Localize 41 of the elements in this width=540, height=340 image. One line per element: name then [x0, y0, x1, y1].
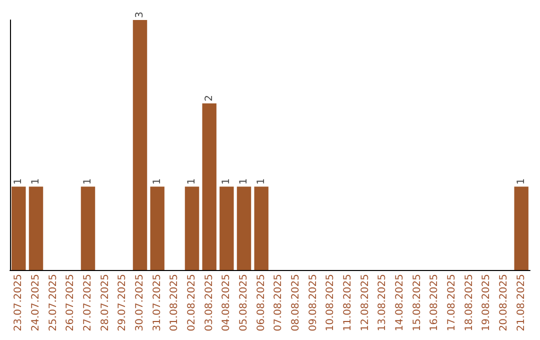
x-tick-label: 01.08.2025: [169, 274, 180, 332]
x-tick-label: 23.07.2025: [13, 274, 24, 332]
data-label: 3: [134, 12, 146, 18]
data-label: 1: [30, 178, 42, 185]
x-tick-label: 18.08.2025: [464, 274, 475, 332]
x-tick-label: 24.07.2025: [30, 274, 42, 332]
x-tick-label: 20.08.2025: [498, 274, 510, 332]
x-tick-label: 07.08.2025: [273, 274, 284, 332]
x-tick-label: 31.07.2025: [152, 274, 163, 332]
x-tick-label: 15.08.2025: [412, 274, 423, 332]
data-label: 1: [13, 178, 24, 185]
x-tick-label: 16.08.2025: [429, 274, 440, 332]
x-tick-label: 29.07.2025: [117, 274, 128, 332]
data-label: 1: [186, 178, 198, 185]
data-label: 1: [82, 178, 94, 185]
x-tick-label: 14.08.2025: [394, 274, 406, 332]
x-tick-label: 09.08.2025: [308, 274, 319, 332]
x-tick-label: 19.08.2025: [481, 274, 492, 332]
x-tick-label: 28.07.2025: [100, 274, 111, 332]
data-label: 1: [152, 178, 163, 185]
data-label: 1: [256, 178, 267, 185]
x-tick-label: 17.08.2025: [446, 274, 458, 332]
x-tick-label: 21.08.2025: [516, 274, 527, 332]
x-tick-label: 27.07.2025: [82, 274, 94, 332]
x-tick-label: 06.08.2025: [256, 274, 267, 332]
x-tick-label: 13.08.2025: [377, 274, 388, 332]
x-tick-label: 08.08.2025: [290, 274, 302, 332]
x-tick-label: 11.08.2025: [342, 274, 354, 332]
x-tick-label: 02.08.2025: [186, 274, 198, 332]
x-tick-label: 10.08.2025: [325, 274, 336, 332]
x-tick-label: 03.08.2025: [204, 274, 215, 332]
data-label: 2: [204, 94, 215, 102]
x-tick-label: 26.07.2025: [65, 274, 76, 332]
data-label: 1: [221, 178, 232, 185]
x-tick-label: 05.08.2025: [238, 274, 250, 332]
x-tick-label: 04.08.2025: [221, 274, 232, 332]
x-tick-label: 12.08.2025: [360, 274, 371, 332]
data-label: 1: [516, 178, 527, 185]
x-tick-label: 25.07.2025: [48, 274, 59, 332]
data-label: 1: [238, 178, 250, 185]
x-tick-label: 30.07.2025: [134, 274, 146, 332]
